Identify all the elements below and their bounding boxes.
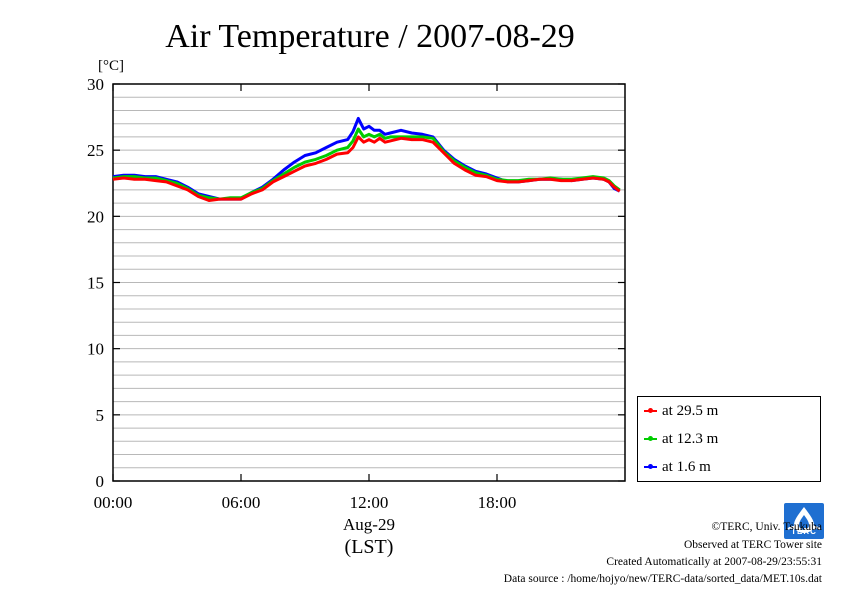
- legend-item-29-5m: at 29.5 m: [644, 400, 718, 422]
- y-tick-label: 15: [87, 274, 104, 293]
- footer-created: Created Automatically at 2007-08-29/23:5…: [606, 556, 822, 568]
- x-tick-labels: 00:00 06:00 12:00 18:00: [94, 493, 517, 512]
- legend-swatch-red: [644, 408, 657, 413]
- series-line: [112, 135, 621, 202]
- y-tick-label: 20: [87, 207, 104, 226]
- axis-ticks: [112, 83, 625, 482]
- legend-swatch-green: [644, 436, 657, 441]
- legend-item-1-6m: at 1.6 m: [644, 456, 711, 478]
- series-line: [112, 116, 621, 201]
- y-tick-label: 30: [87, 75, 104, 94]
- y-tick-label: 5: [96, 406, 105, 425]
- legend-label: at 29.5 m: [662, 402, 719, 419]
- chart-title: Air Temperature / 2007-08-29: [165, 18, 575, 55]
- legend-label: at 12.3 m: [662, 430, 719, 447]
- footer-site: Observed at TERC Tower site: [683, 539, 822, 551]
- y-unit-label: [°C]: [98, 58, 124, 74]
- terc-logo: [784, 503, 824, 539]
- legend-swatch-blue: [644, 464, 657, 469]
- series-lines: [112, 116, 621, 202]
- y-tick-label: 25: [87, 141, 104, 160]
- logo-text: TERC: [791, 527, 817, 536]
- x-tick-label: 06:00: [222, 493, 261, 512]
- footer-source: Data source : /home/hojyo/new/TERC-data/…: [503, 573, 822, 585]
- x-tick-label: 12:00: [350, 493, 389, 512]
- x-tick-label: 00:00: [94, 493, 133, 512]
- x-tick-label: 18:00: [478, 493, 517, 512]
- legend: at 29.5 m at 12.3 m at 1.6 m: [637, 396, 821, 482]
- gridlines: [113, 96, 625, 469]
- legend-label: at 1.6 m: [662, 458, 711, 475]
- footer-copyright: ©TERC, Univ. Tsukuba: [711, 521, 822, 533]
- y-tick-label: 10: [87, 340, 104, 359]
- y-tick-labels: 0 5 10 15 20 25 30: [87, 75, 104, 491]
- x-axis-date-label: Aug-29: [343, 515, 395, 534]
- x-axis-label: (LST): [345, 536, 394, 558]
- legend-item-12-3m: at 12.3 m: [644, 428, 718, 450]
- y-tick-label: 0: [96, 472, 105, 491]
